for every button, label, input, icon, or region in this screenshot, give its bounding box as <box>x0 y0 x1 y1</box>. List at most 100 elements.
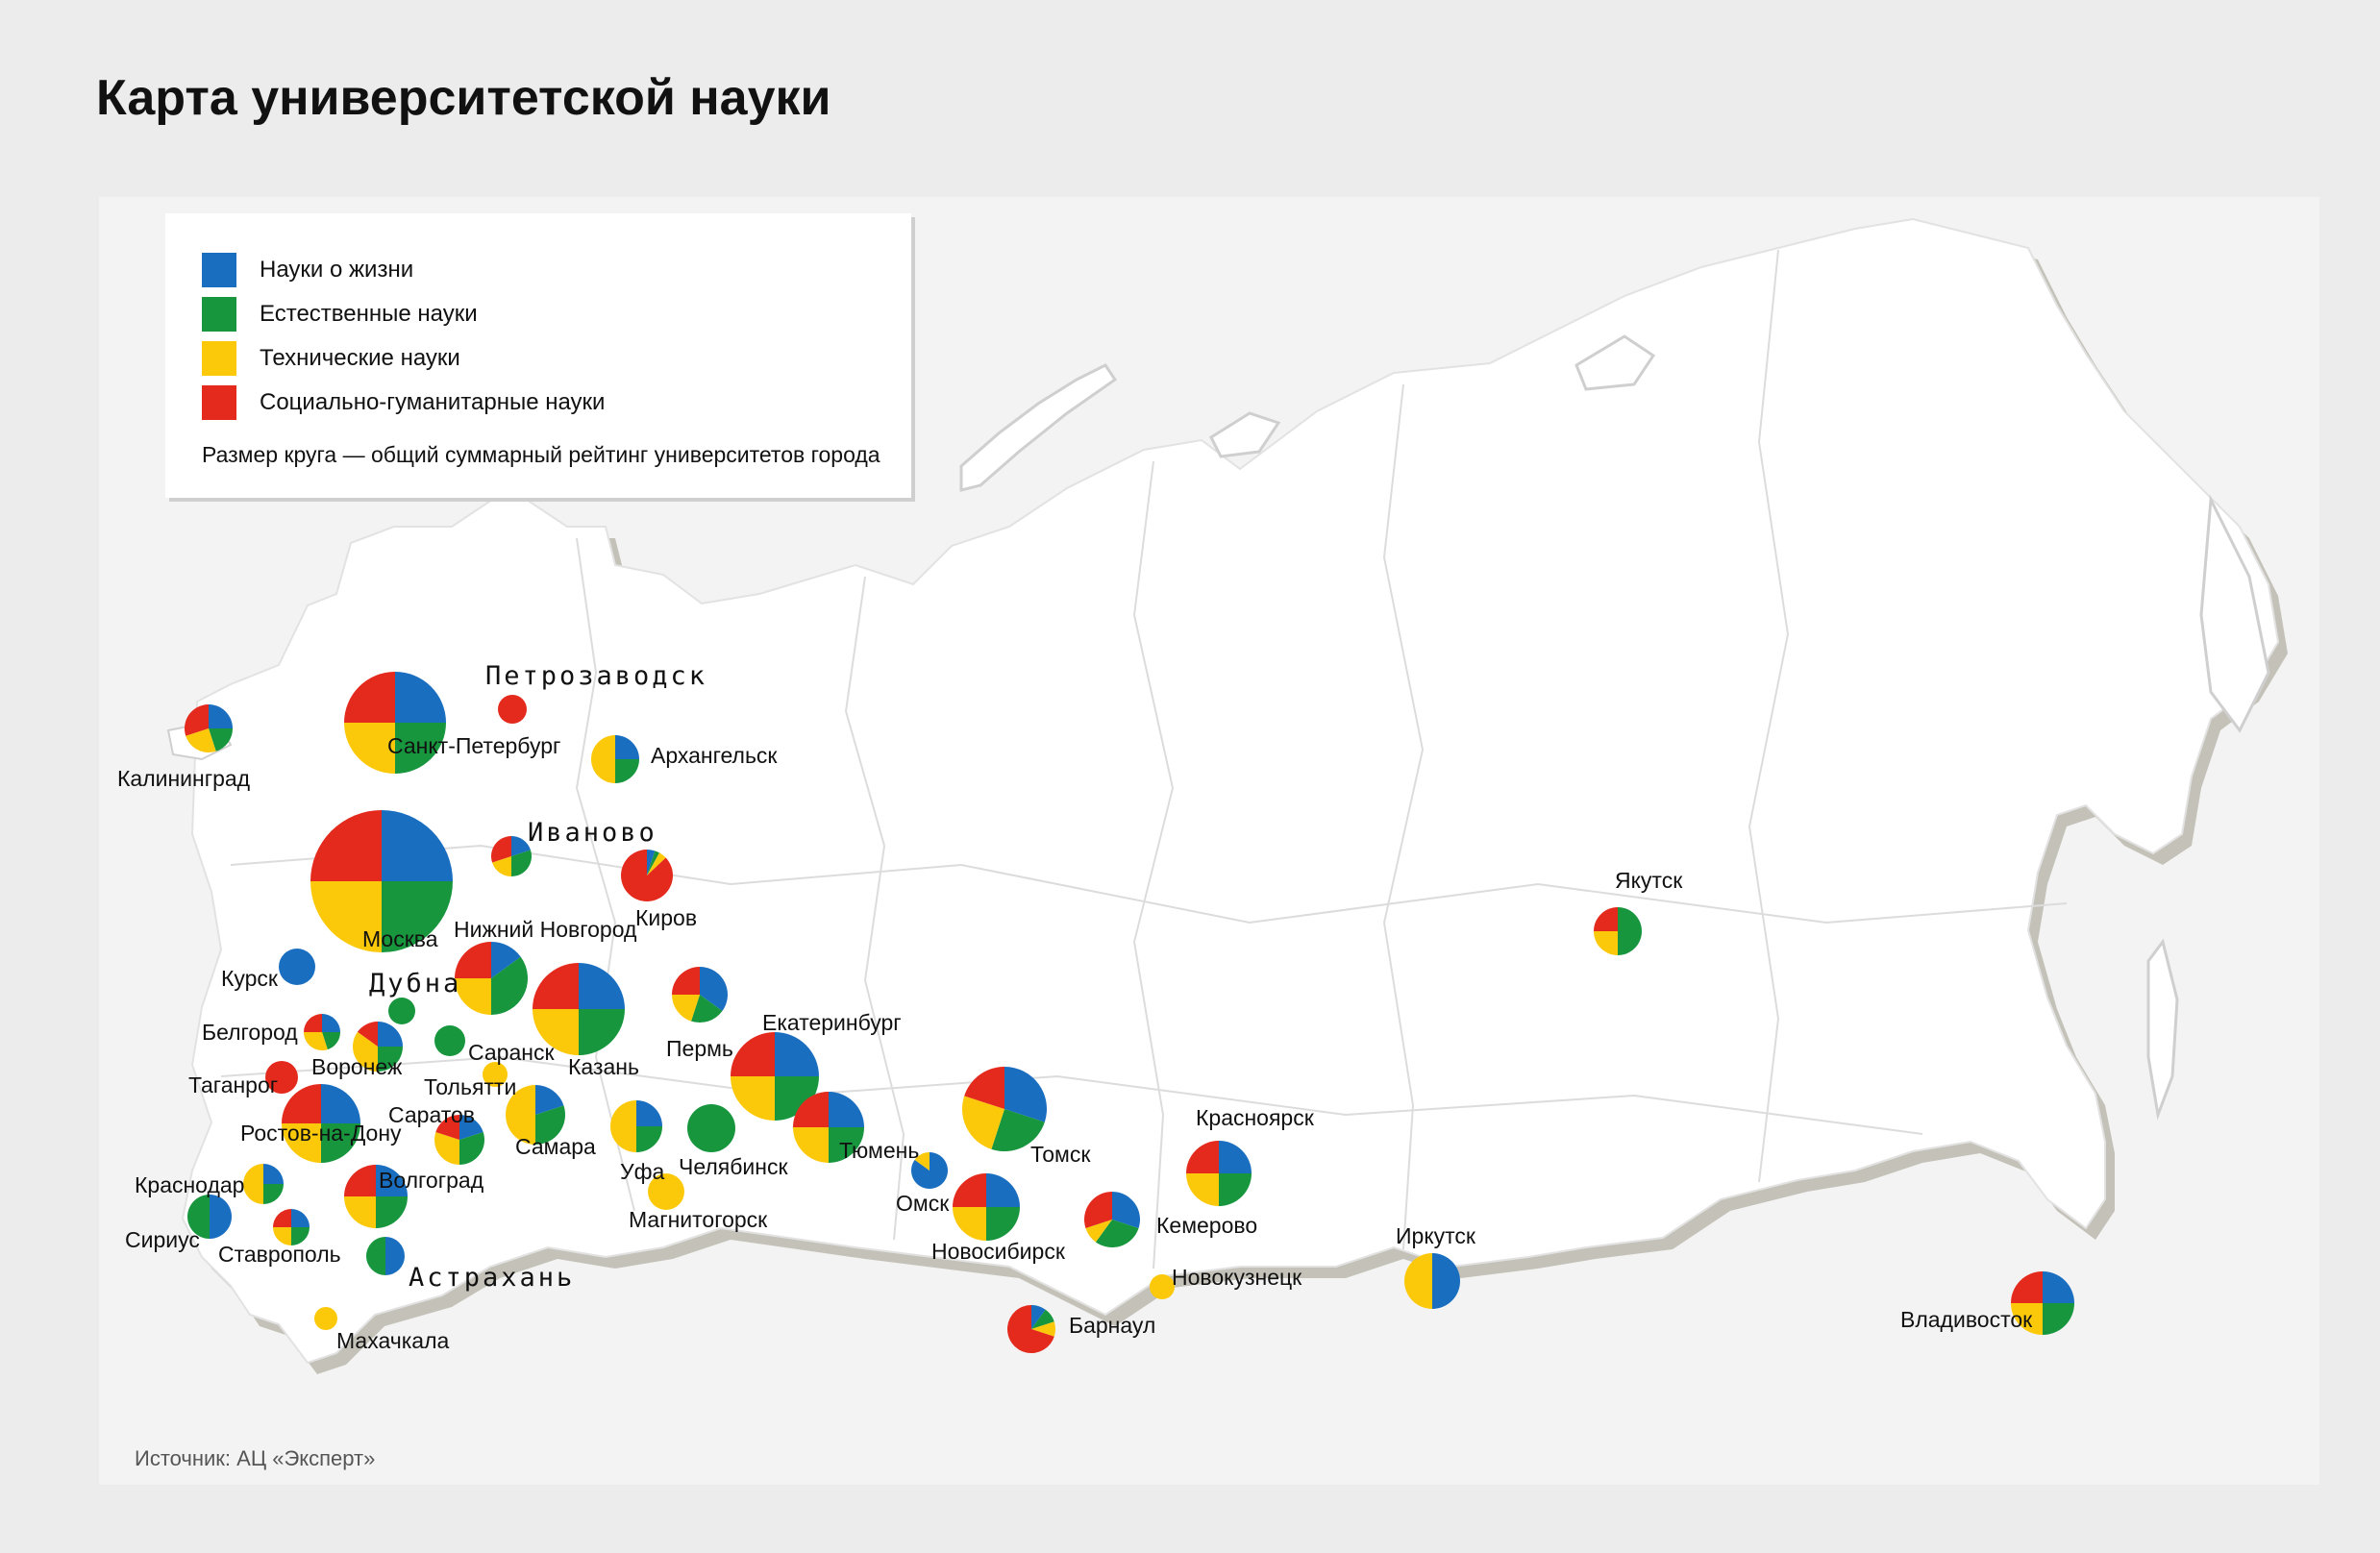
pie-slice <box>1594 931 1618 955</box>
city-pie <box>279 949 315 985</box>
label-astrakhan: Астрахань <box>409 1263 575 1293</box>
city-pie <box>434 1025 465 1056</box>
pie-slice <box>535 1105 565 1145</box>
source-note: Источник: АЦ «Эксперт» <box>135 1446 376 1470</box>
label-kazan: Казань <box>568 1054 639 1079</box>
pie-slice <box>615 759 639 783</box>
pie-slice <box>310 881 382 952</box>
label-kemerovo: Кемерово <box>1156 1213 1257 1238</box>
pie-slice <box>953 1207 986 1241</box>
label-omsk: Омск <box>896 1191 950 1216</box>
pie-slice <box>687 1104 735 1152</box>
pie-slice <box>700 967 728 1012</box>
label-moscow: Москва <box>362 926 438 951</box>
pie-slice <box>378 1047 403 1072</box>
pie-slice <box>209 728 233 752</box>
pie-slice <box>533 963 579 1009</box>
pie-slice <box>352 1031 378 1072</box>
legend-swatch-blue <box>202 253 236 287</box>
pie-slice <box>366 1237 385 1275</box>
pie-slice <box>344 1165 376 1196</box>
pie-slice <box>210 1195 232 1239</box>
label-yakutsk: Якутск <box>1615 868 1683 893</box>
city-labels: Калининград Санкт-Петербург Петрозаводск… <box>117 661 2033 1353</box>
label-perm: Пермь <box>666 1036 733 1061</box>
city-pie <box>1150 1274 1175 1299</box>
pie-slice <box>2043 1271 2074 1303</box>
pie-slice <box>435 1115 459 1140</box>
label-tyumen: Тюмень <box>839 1138 919 1163</box>
pie-slice <box>376 1165 408 1196</box>
pie-slice <box>829 1092 864 1127</box>
pie-slice <box>910 1152 948 1189</box>
pie-slice <box>962 1096 1004 1149</box>
pie-slice <box>647 852 666 875</box>
pie-slice <box>647 850 660 875</box>
pie-slice <box>1618 907 1642 955</box>
city-pie <box>1083 1192 1141 1248</box>
label-kaliningrad: Калининград <box>117 766 251 791</box>
label-saratov: Саратов <box>388 1102 475 1127</box>
pie-slice <box>1186 1173 1219 1206</box>
landmass <box>181 217 2280 1365</box>
pie-slice <box>986 1173 1020 1207</box>
city-pie <box>344 672 446 774</box>
pie-slice <box>775 1032 819 1076</box>
pie-slice <box>647 850 656 875</box>
pie-slice <box>636 1126 662 1152</box>
city-pie <box>388 998 415 1024</box>
pie-slice <box>321 1123 360 1163</box>
city-pies <box>185 672 2074 1354</box>
legend-item-natural: Естественные науки <box>202 296 478 333</box>
pie-slice <box>186 728 216 752</box>
label-petrozavodsk: Петрозаводск <box>485 661 707 691</box>
pie-slice <box>322 1032 340 1050</box>
label-arkhangelsk: Архангельск <box>651 743 778 768</box>
legend-swatch-red <box>202 385 236 420</box>
city-pie <box>491 836 532 877</box>
pie-slice <box>455 978 491 1015</box>
city-pie <box>366 1237 405 1275</box>
label-rostov: Ростов-на-Дону <box>240 1121 402 1146</box>
city-pie <box>1007 1305 1055 1354</box>
pie-slice <box>579 963 625 1009</box>
pie-slice <box>1112 1192 1141 1228</box>
pie-slice <box>672 995 700 1022</box>
pie-slice <box>395 672 446 723</box>
pie-slice <box>1150 1274 1175 1299</box>
pie-slice <box>492 856 511 877</box>
label-samara: Самара <box>515 1134 596 1159</box>
city-pie <box>185 704 233 752</box>
legend: Науки о жизни Естественные науки Техниче… <box>165 213 911 498</box>
pie-slice <box>344 1196 376 1228</box>
pie-slice <box>1085 1220 1112 1243</box>
city-pie <box>793 1092 864 1163</box>
label-taganrog: Таганрог <box>188 1072 278 1097</box>
label-stavropol: Ставрополь <box>218 1242 341 1267</box>
pie-slice <box>321 1084 360 1123</box>
pie-slice <box>793 1127 829 1163</box>
pie-slice <box>279 949 315 985</box>
city-pie <box>731 1032 819 1121</box>
pie-slice <box>1404 1253 1432 1309</box>
pie-slice <box>1095 1220 1139 1248</box>
label-saransk: Саранск <box>468 1040 555 1065</box>
pie-slice <box>185 704 209 736</box>
pie-slice <box>1219 1141 1252 1173</box>
pie-slice <box>914 1152 930 1171</box>
pie-slice <box>775 1076 819 1121</box>
city-pie <box>962 1067 1047 1151</box>
pie-slice <box>498 695 527 724</box>
pie-slice <box>533 1009 579 1055</box>
legend-label: Естественные науки <box>260 301 478 327</box>
pie-slice <box>1432 1253 1460 1309</box>
pie-slice <box>731 1032 775 1076</box>
label-nizhny: Нижний Новгород <box>454 917 637 942</box>
legend-swatch-green <box>202 297 236 332</box>
pie-slice <box>953 1173 986 1207</box>
city-pie <box>2011 1271 2074 1335</box>
label-volgograd: Волгоград <box>379 1168 484 1193</box>
legend-item-life: Науки о жизни <box>202 252 413 288</box>
pie-slice <box>382 810 453 881</box>
pie-slice <box>304 1014 322 1032</box>
